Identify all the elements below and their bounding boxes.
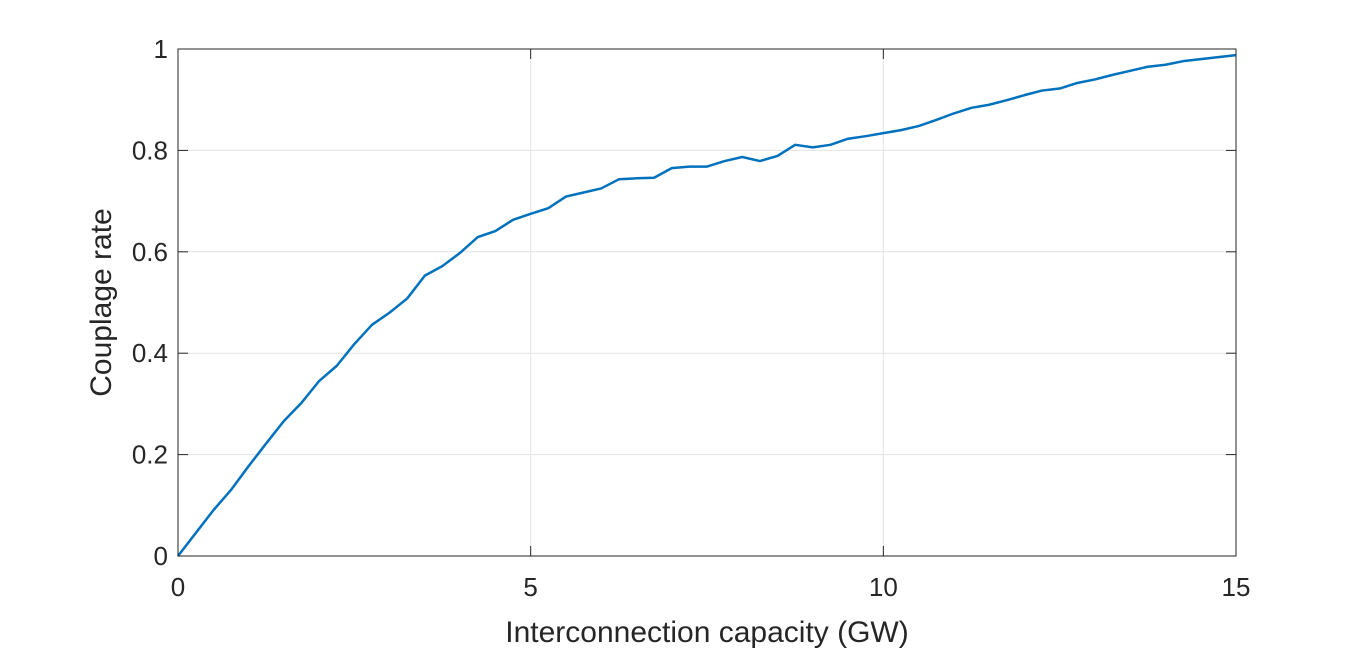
series-line	[177, 53, 1237, 557]
y-tick-labels: 0 0.2 0.4 0.6 0.8 1	[132, 34, 168, 571]
y-tick-label: 1	[154, 34, 168, 64]
y-tick-label: 0.2	[132, 440, 168, 470]
x-tick-label: 0	[171, 572, 185, 602]
x-axis-label: Interconnection capacity (GW)	[505, 616, 909, 649]
y-axis-label: Couplage rate	[85, 208, 118, 396]
y-tick-label: 0.8	[132, 135, 168, 165]
y-tick-label: 0.4	[132, 338, 168, 368]
plot-area	[177, 53, 1237, 557]
axes-box	[177, 48, 1237, 557]
y-tick-label: 0	[154, 541, 168, 571]
x-tick-labels: 0 5 10 15	[171, 572, 1251, 602]
x-tick-label: 10	[869, 572, 898, 602]
y-tick-label: 0.6	[132, 237, 168, 267]
x-tick-label: 5	[523, 572, 537, 602]
tick-marks	[177, 48, 1237, 557]
x-tick-label: 15	[1222, 572, 1251, 602]
